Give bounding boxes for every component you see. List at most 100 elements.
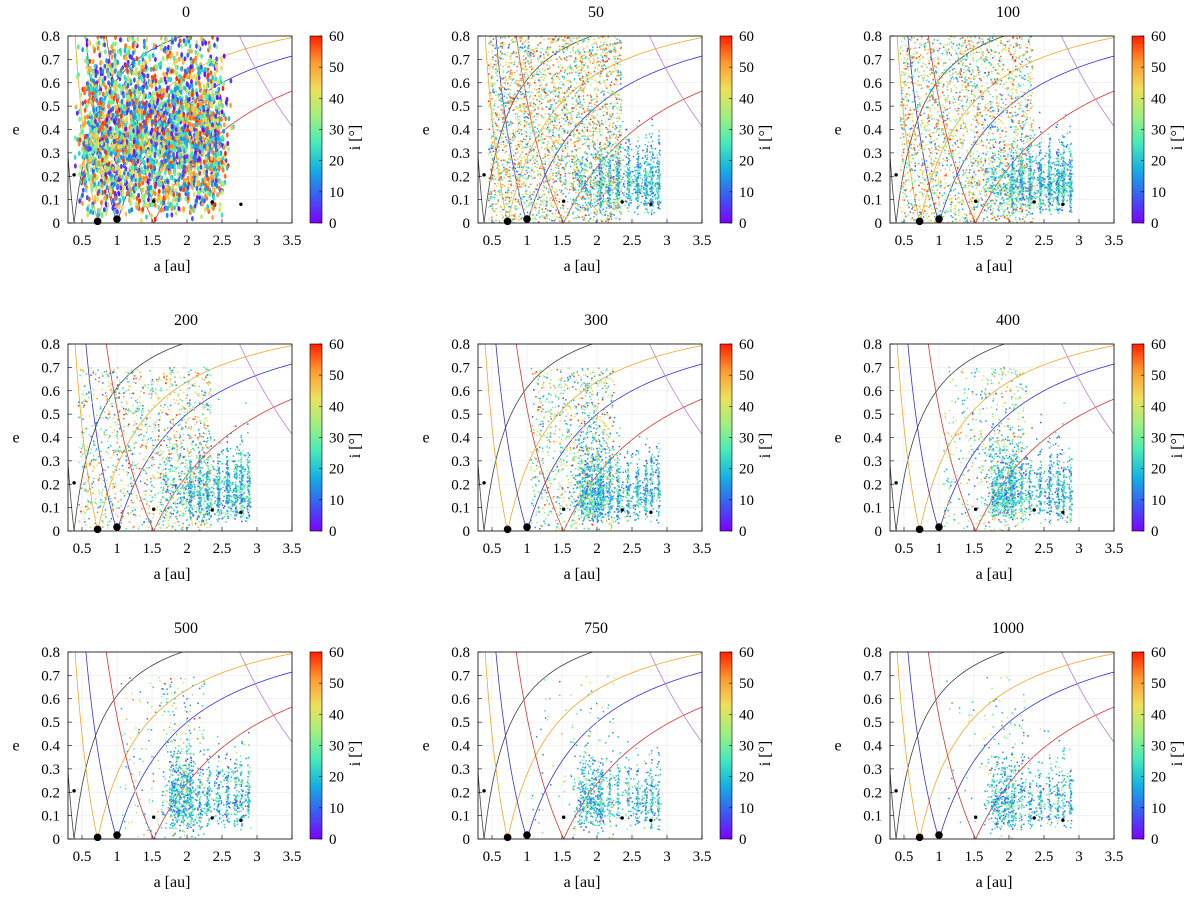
- point: [637, 167, 639, 169]
- point: [212, 186, 215, 193]
- point: [87, 98, 91, 104]
- point: [559, 217, 561, 219]
- point: [165, 122, 169, 128]
- point: [106, 73, 110, 79]
- point: [525, 146, 527, 149]
- point: [153, 151, 157, 157]
- point: [185, 74, 189, 80]
- point: [586, 74, 588, 76]
- point: [526, 53, 528, 56]
- point: [90, 182, 94, 188]
- point: [111, 106, 115, 112]
- point: [495, 71, 497, 74]
- point: [116, 59, 120, 65]
- point: [100, 200, 103, 206]
- point: [497, 54, 500, 57]
- point: [125, 55, 128, 62]
- point: [566, 132, 569, 134]
- point: [591, 121, 594, 123]
- point: [132, 100, 136, 106]
- point: [602, 177, 605, 180]
- point: [224, 150, 227, 157]
- point: [583, 197, 586, 199]
- point: [191, 105, 195, 111]
- point: [87, 85, 91, 91]
- point: [203, 72, 207, 78]
- point: [517, 190, 520, 192]
- colorbar-tick-label: 50: [329, 60, 344, 76]
- planet-vesta: [210, 200, 214, 204]
- point: [576, 91, 578, 94]
- point: [564, 99, 566, 101]
- point: [94, 68, 97, 74]
- point: [520, 199, 522, 201]
- point: [609, 135, 611, 137]
- point: [550, 136, 552, 138]
- point: [635, 173, 637, 175]
- point: [103, 194, 107, 201]
- point: [150, 95, 154, 101]
- point: [182, 177, 186, 183]
- point: [128, 196, 131, 203]
- point: [507, 47, 510, 49]
- point: [590, 36, 593, 38]
- point: [514, 207, 516, 210]
- point: [204, 104, 208, 111]
- point: [141, 187, 145, 193]
- point: [505, 171, 507, 174]
- point: [490, 192, 492, 194]
- point: [545, 200, 548, 202]
- point: [189, 208, 193, 214]
- point: [534, 206, 536, 209]
- point: [557, 88, 560, 90]
- point: [132, 148, 136, 154]
- point: [138, 92, 141, 98]
- point: [525, 205, 528, 208]
- point: [615, 147, 617, 149]
- point: [179, 85, 183, 91]
- point: [209, 70, 213, 76]
- point: [615, 154, 617, 156]
- point: [543, 168, 545, 171]
- point: [132, 59, 136, 65]
- point: [182, 172, 185, 178]
- point: [174, 36, 177, 42]
- point: [531, 125, 534, 128]
- point: [558, 138, 560, 141]
- point: [181, 144, 185, 151]
- point: [581, 38, 583, 40]
- point: [200, 36, 204, 42]
- point: [169, 117, 173, 123]
- point: [178, 73, 182, 79]
- point: [531, 68, 533, 71]
- point: [570, 91, 572, 94]
- point: [499, 191, 501, 193]
- point: [221, 134, 224, 140]
- point: [527, 83, 529, 85]
- point: [175, 141, 179, 147]
- point: [522, 168, 524, 170]
- point: [210, 149, 214, 155]
- point: [639, 185, 641, 187]
- point: [530, 61, 532, 64]
- point: [610, 216, 612, 219]
- point: [614, 142, 617, 144]
- point: [578, 113, 580, 115]
- point: [594, 163, 596, 166]
- point: [623, 173, 625, 175]
- point: [497, 172, 499, 174]
- point: [167, 98, 171, 104]
- planet-venus: [93, 217, 102, 226]
- point: [576, 37, 579, 39]
- point: [184, 146, 188, 152]
- point: [552, 39, 555, 41]
- point: [615, 192, 617, 194]
- point: [517, 124, 519, 126]
- point: [591, 185, 594, 188]
- point: [574, 200, 576, 202]
- point: [136, 158, 140, 164]
- point: [554, 87, 557, 89]
- point: [177, 118, 181, 124]
- point: [519, 165, 521, 167]
- point: [509, 102, 511, 105]
